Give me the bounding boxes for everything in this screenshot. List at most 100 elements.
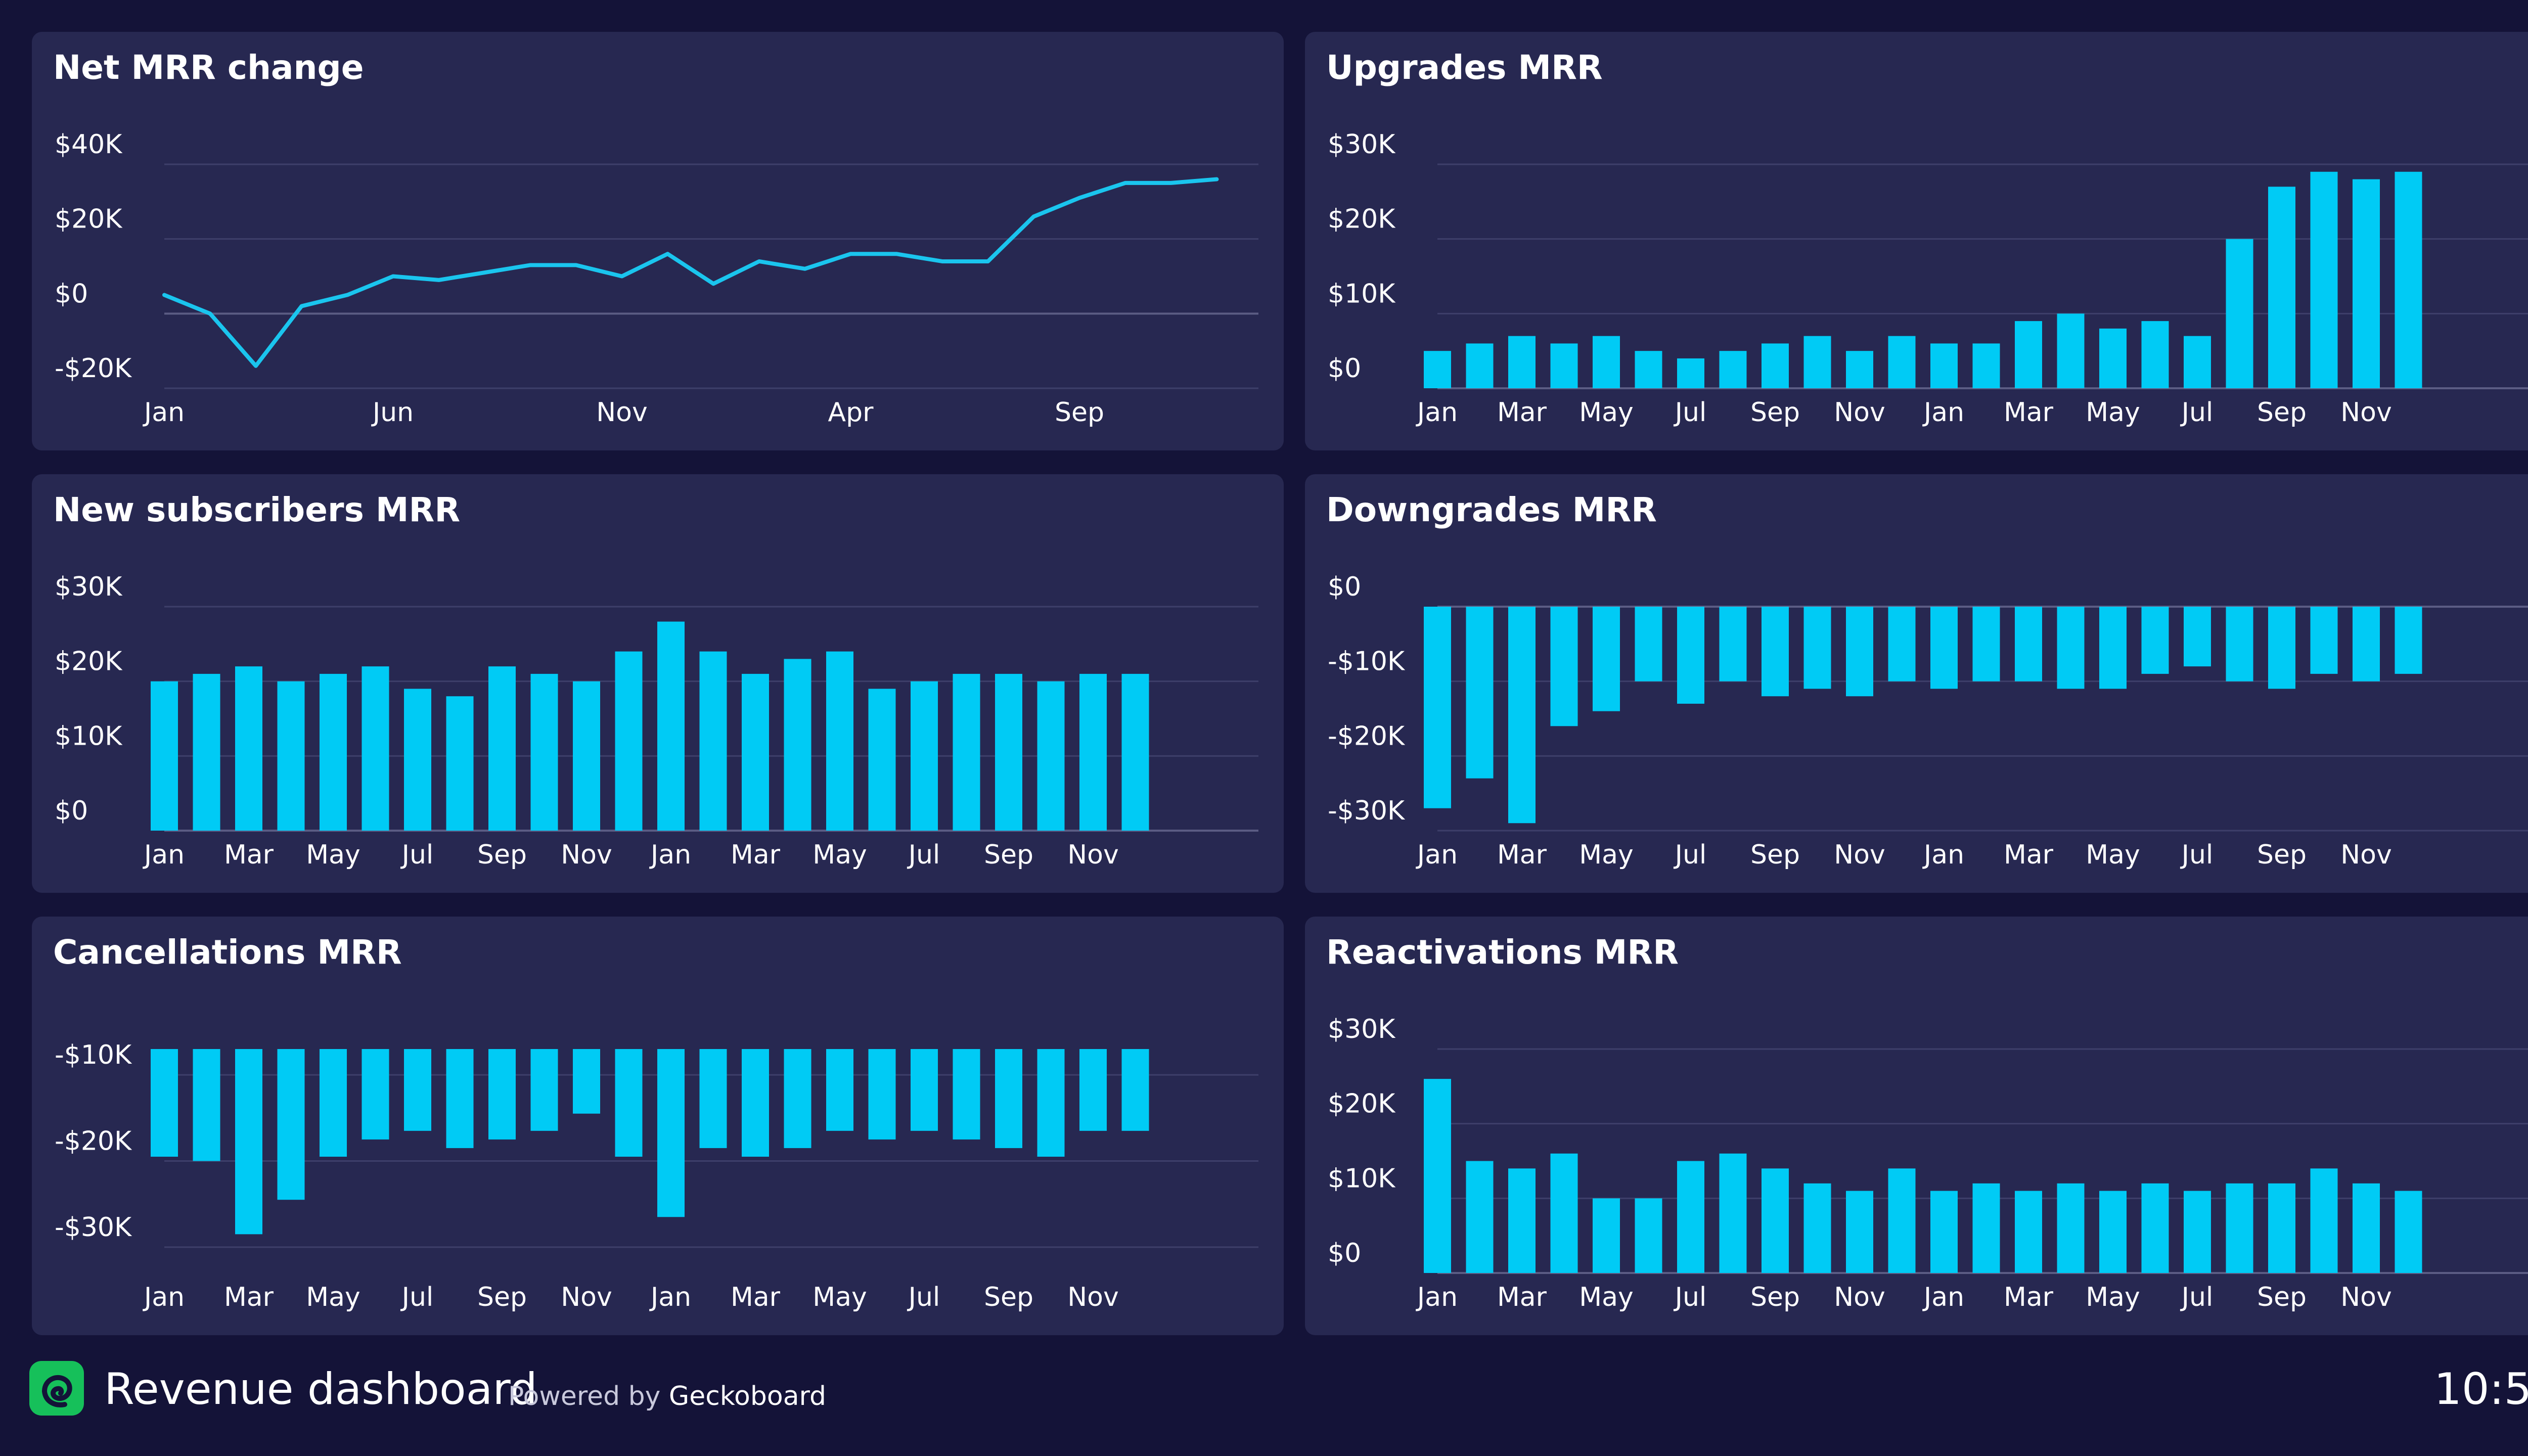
x-tick-label: May — [306, 840, 360, 870]
dashboard-footer: Revenue dashboard Powered by Geckoboard … — [0, 1350, 2528, 1456]
bar — [1803, 1183, 1831, 1273]
bar — [2057, 607, 2085, 689]
x-tick-label: May — [1579, 397, 1634, 428]
bar — [404, 689, 431, 831]
x-tick-label: Jul — [2180, 840, 2214, 870]
y-tick-label: $0 — [1328, 353, 1361, 384]
data-point — [713, 283, 714, 285]
bar — [1466, 343, 1494, 388]
new-subscribers-mrr-chart: $0 $10K $20K $30K Jan Mar May Jul Sep Nov Jan Mar Ma… — [55, 572, 1258, 870]
bar — [1079, 673, 1107, 831]
x-tick-label: Mar — [224, 1282, 274, 1312]
downgrades-mrr-chart: -$30K -$20K -$10K $0 Jan Mar May Jul Sep Nov Jan Ma… — [1328, 572, 2528, 870]
y-tick-label: $20K — [55, 647, 123, 677]
bar — [573, 681, 600, 831]
x-tick-label: Jul — [400, 1282, 434, 1312]
y-tick-label: -$10K — [1328, 647, 1406, 677]
data-point — [575, 264, 577, 266]
bar — [1677, 1161, 1704, 1273]
bar — [953, 1049, 980, 1140]
data-point — [758, 260, 760, 262]
y-tick-label: $30K — [1328, 129, 1396, 160]
x-tick-label: May — [306, 1282, 360, 1312]
bar — [1593, 1198, 1620, 1273]
widget-reactivations-mrr: Reactivations MRR $0 $10K $20K $30K Jan Mar Ma… — [1305, 917, 2528, 1335]
widget-title: Cancellations MRR — [53, 933, 402, 972]
x-tick-label: Jan — [143, 840, 185, 870]
bar — [235, 1049, 262, 1235]
x-tick-label: Nov — [2340, 397, 2392, 428]
data-point — [850, 253, 851, 255]
bar — [2353, 1183, 2380, 1273]
bar — [277, 1049, 305, 1200]
widget-upgrades-mrr: Upgrades MRR $0 $10K $20K $30K Jan Mar May Jul S… — [1305, 32, 2528, 450]
x-tick-label: Sep — [1750, 1282, 1800, 1312]
data-point — [804, 268, 805, 269]
reactivations-mrr-chart: $0 $10K $20K $30K Jan Mar May Jul Sep Nov Jan Mar Ma… — [1328, 1014, 2528, 1312]
bar — [2268, 187, 2295, 388]
x-tick-label: Mar — [2004, 840, 2054, 870]
x-tick-label: May — [1579, 840, 1634, 870]
x-tick-label: May — [812, 840, 867, 870]
bar — [699, 651, 727, 831]
y-tick-label: $20K — [1328, 204, 1396, 235]
bar — [1635, 1198, 1662, 1273]
dashboard-title: Revenue dashboard — [104, 1364, 537, 1415]
bar — [2353, 607, 2380, 681]
x-tick-label: Nov — [1834, 840, 1885, 870]
x-tick-label: May — [812, 1282, 867, 1312]
widget-title: Reactivations MRR — [1326, 933, 1679, 972]
y-tick-label: $10K — [1328, 1163, 1396, 1194]
y-tick-label: $40K — [55, 129, 123, 160]
x-tick-label: Jul — [400, 840, 434, 870]
x-tick-label: Jan — [1416, 840, 1458, 870]
data-point — [164, 294, 165, 296]
x-tick-label: Jan — [143, 1282, 185, 1312]
x-tick-label: May — [2086, 397, 2140, 428]
y-tick-label: $10K — [55, 721, 123, 751]
bar — [1972, 607, 2000, 681]
widget-title: Upgrades MRR — [1326, 48, 1603, 87]
x-tick-label: Nov — [561, 1282, 612, 1312]
x-tick-label: Jun — [371, 397, 414, 428]
x-tick-label: Jan — [1922, 397, 1964, 428]
bar — [1677, 358, 1704, 388]
widget-cancellations-mrr: Cancellations MRR -$30K -$20K -$10K Jan Mar M… — [32, 917, 1284, 1335]
bar — [1593, 336, 1620, 388]
x-tick-label: Jul — [1674, 1282, 1707, 1312]
bar — [1846, 351, 1873, 388]
x-tick-label: May — [2086, 1282, 2140, 1312]
bar — [2226, 239, 2253, 388]
bar — [2099, 607, 2127, 689]
bar — [488, 666, 516, 831]
bar — [2226, 1183, 2253, 1273]
data-point — [1170, 182, 1171, 184]
x-tick-label: Mar — [1497, 1282, 1547, 1312]
x-tick-label: Apr — [828, 397, 874, 428]
bar — [446, 696, 474, 831]
x-tick-label: Sep — [1750, 397, 1800, 428]
bar — [1121, 673, 1149, 831]
x-tick-label: Jul — [2180, 397, 2214, 428]
bar — [320, 673, 347, 831]
bar — [1846, 607, 1873, 697]
bar — [1846, 1191, 1873, 1273]
bar — [1888, 607, 1916, 681]
x-tick-label: Jul — [907, 840, 940, 870]
bar — [2015, 321, 2042, 388]
bar — [1550, 1153, 1578, 1273]
cancellations-mrr-chart: -$30K -$20K -$10K Jan Mar May Jul Sep Nov Jan Mar M… — [55, 1040, 1258, 1312]
bar — [1719, 1153, 1747, 1273]
bar — [235, 666, 262, 831]
data-point — [438, 279, 439, 281]
y-tick-label: $0 — [1328, 1238, 1361, 1268]
bar — [1121, 1049, 1149, 1131]
x-tick-label: Jan — [143, 397, 185, 428]
x-tick-label: Nov — [1834, 397, 1885, 428]
y-tick-label: -$30K — [1328, 796, 1406, 826]
bar — [826, 1049, 853, 1131]
x-tick-label: Jan — [1416, 397, 1458, 428]
bar — [1930, 607, 1958, 689]
x-tick-label: Sep — [2257, 1282, 2307, 1312]
y-tick-label: $0 — [55, 796, 88, 826]
